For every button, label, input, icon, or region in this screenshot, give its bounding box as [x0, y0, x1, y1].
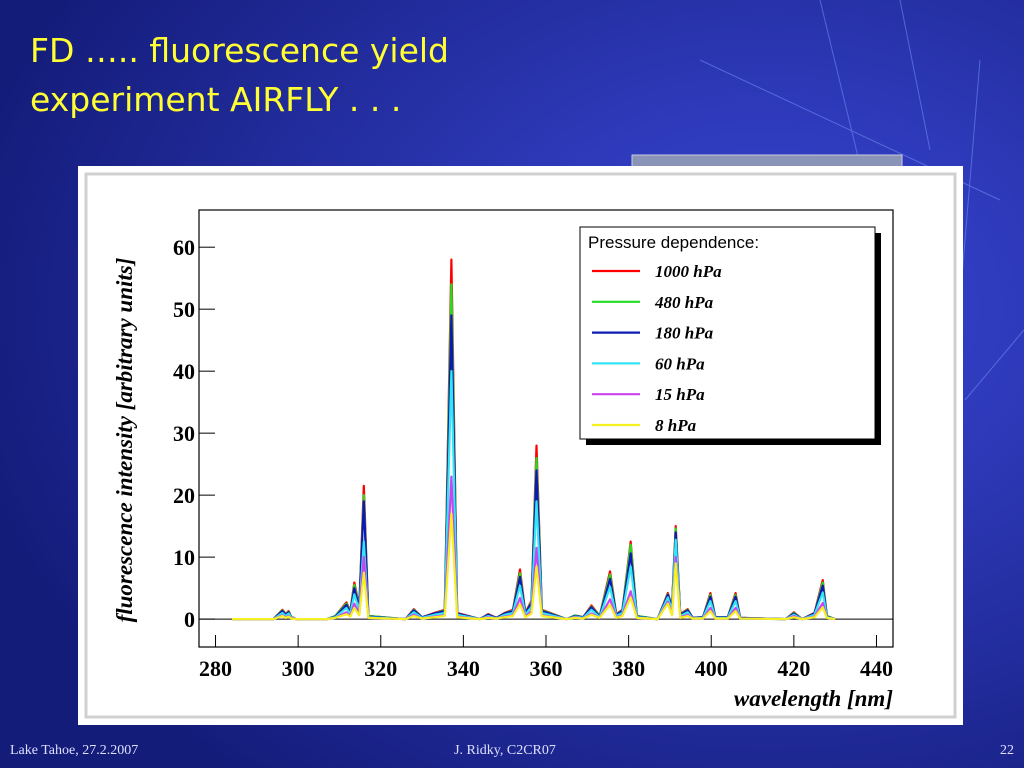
slide-title: experiment AIRFLY . . . [30, 80, 401, 119]
legend-label: 180 hPa [655, 324, 714, 343]
x-tick-label: 400 [695, 656, 728, 681]
y-tick-label: 20 [173, 483, 195, 508]
y-tick-label: 30 [173, 421, 195, 446]
y-tick-label: 50 [173, 297, 195, 322]
series-line [232, 512, 836, 621]
x-tick-label: 320 [364, 656, 397, 681]
footer-center: J. Ridky, C2CR07 [454, 743, 556, 758]
legend-label: 8 hPa [655, 416, 697, 435]
x-tick-label: 440 [860, 656, 893, 681]
legend-label: 480 hPa [654, 293, 714, 312]
legend-label: 60 hPa [655, 354, 705, 373]
y-axis-label: fluorescence intensity [arbitrary units] [112, 257, 137, 622]
x-tick-label: 380 [612, 656, 645, 681]
x-tick-label: 300 [282, 656, 315, 681]
legend-label: 15 hPa [655, 385, 705, 404]
footer-right: 22 [1000, 743, 1014, 758]
x-tick-label: 420 [777, 656, 810, 681]
y-tick-label: 10 [173, 545, 195, 570]
x-axis-label: wavelength [nm] [734, 686, 893, 711]
x-tick-label: 280 [199, 656, 232, 681]
x-tick-label: 340 [447, 656, 480, 681]
footer-left: Lake Tahoe, 27.2.2007 [10, 743, 138, 758]
legend-title: Pressure dependence: [588, 233, 759, 252]
y-tick-label: 0 [184, 607, 195, 632]
y-tick-label: 40 [173, 359, 195, 384]
slide-title: FD ….. fluorescence yield [30, 31, 449, 70]
y-tick-label: 60 [173, 235, 195, 260]
x-tick-label: 360 [530, 656, 563, 681]
legend-label: 1000 hPa [655, 262, 722, 281]
